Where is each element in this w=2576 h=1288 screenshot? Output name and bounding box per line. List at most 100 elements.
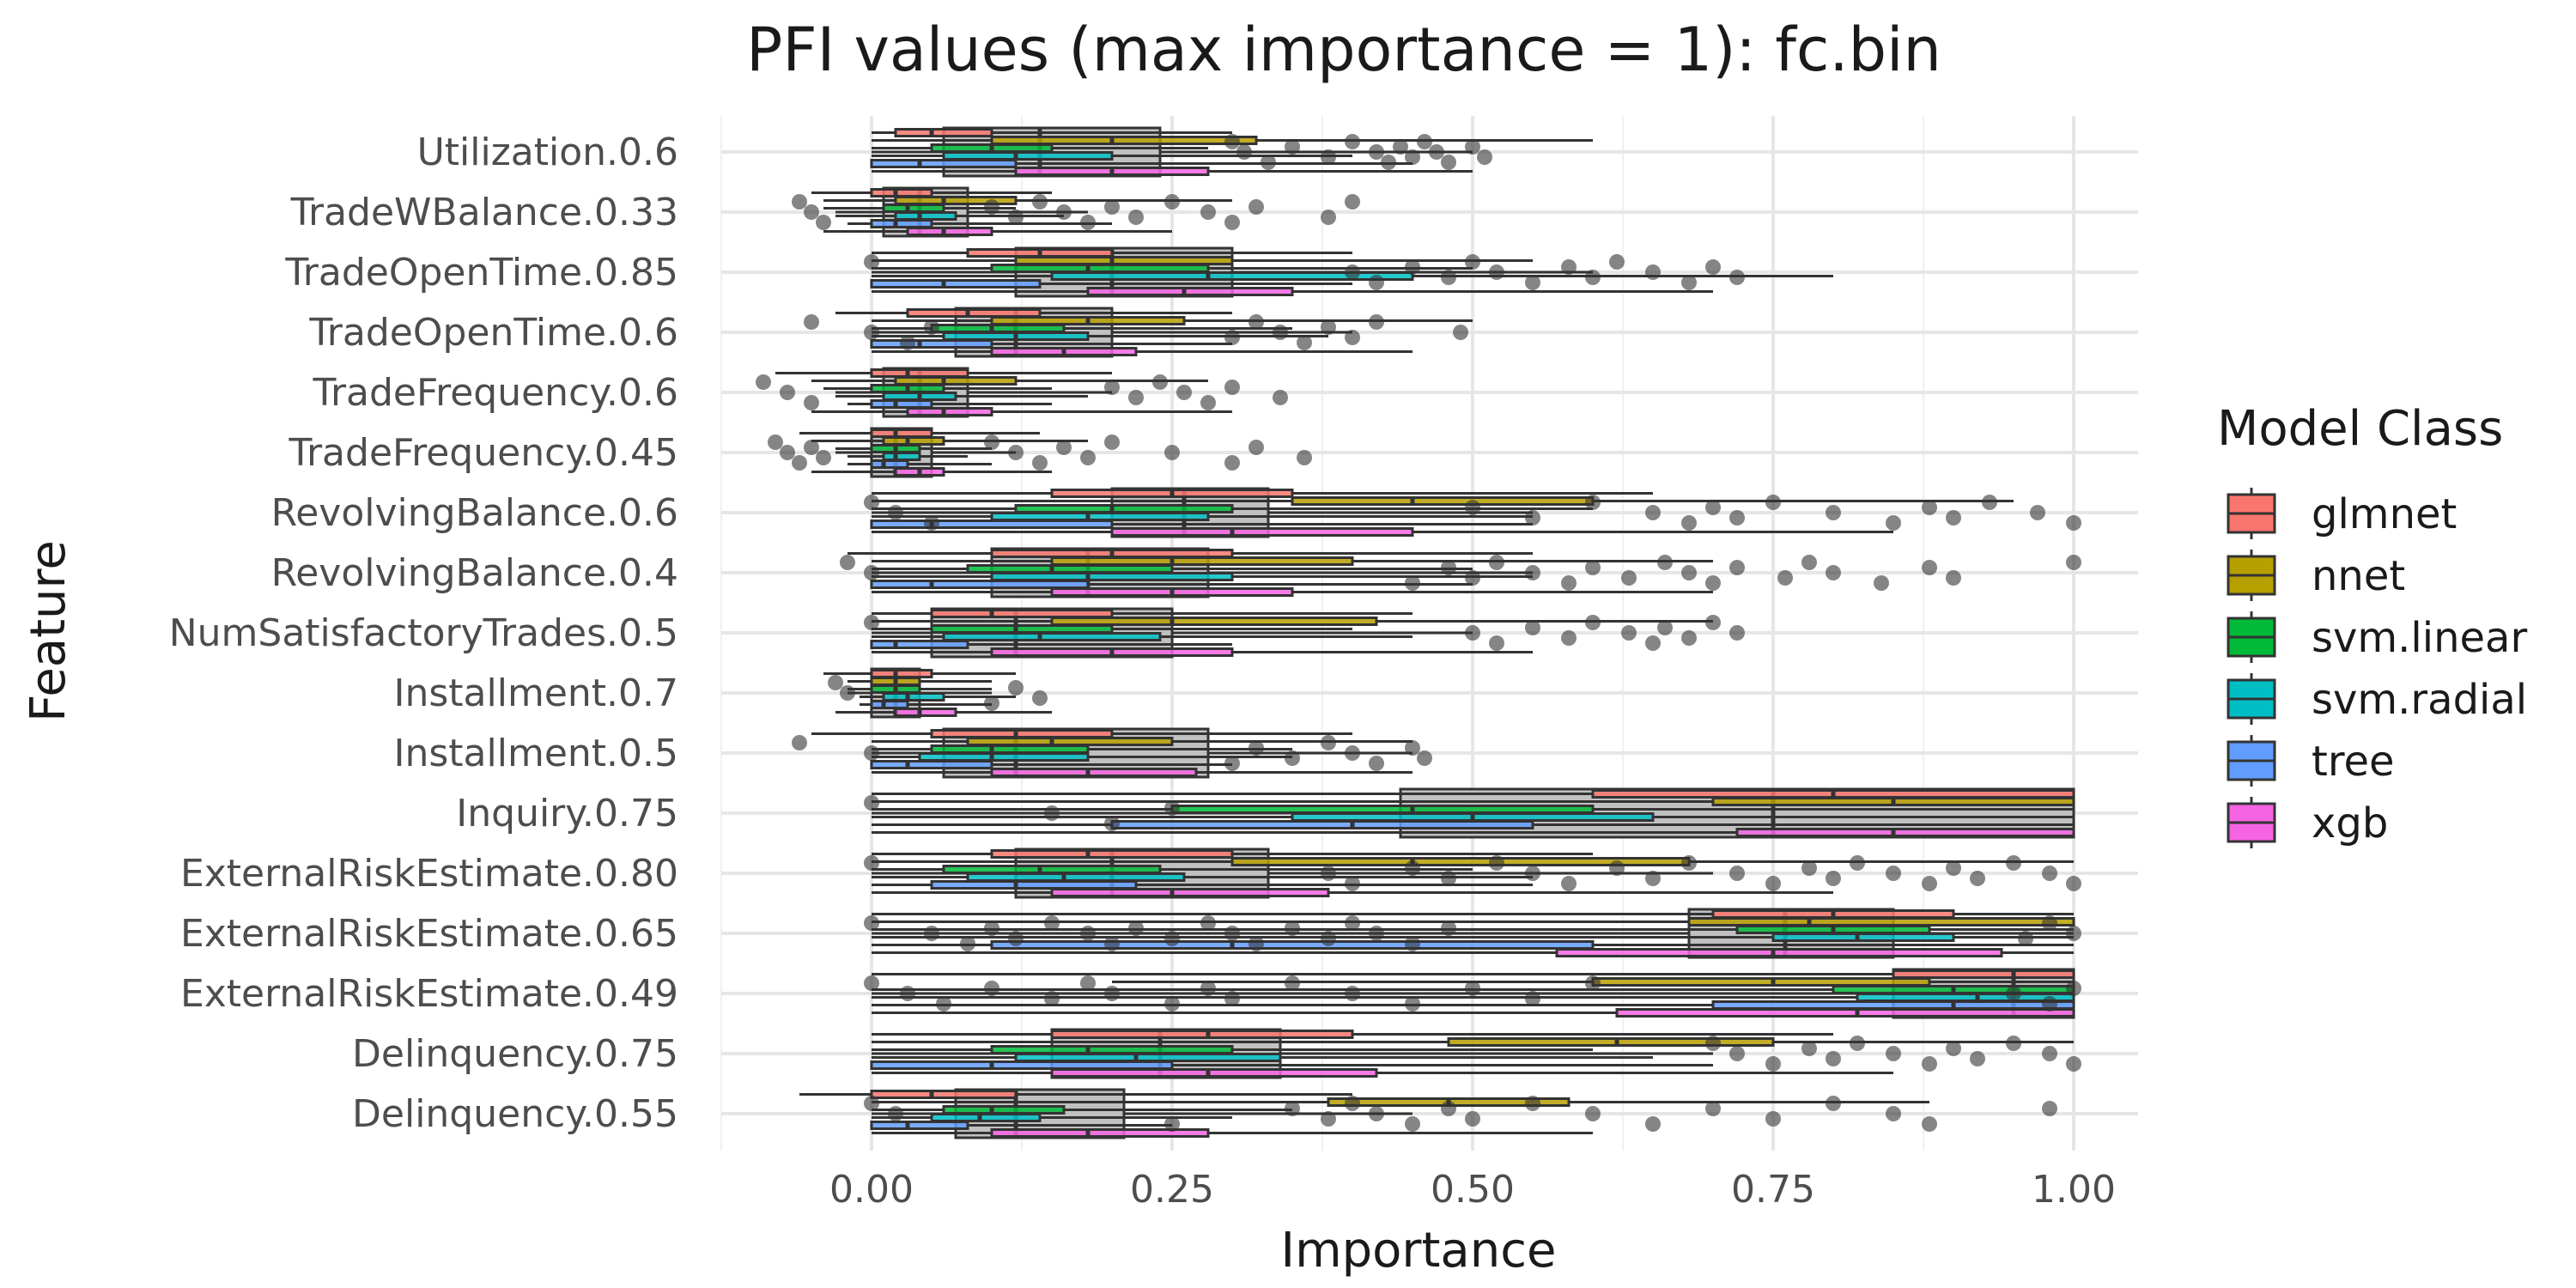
outlier-point bbox=[1826, 505, 1841, 520]
outlier-point bbox=[1369, 926, 1384, 941]
outlier-point bbox=[1128, 390, 1144, 405]
outlier-point bbox=[864, 495, 879, 510]
model-box-svm.radial bbox=[872, 993, 2075, 1002]
box-body bbox=[990, 572, 1234, 581]
outlier-point bbox=[1405, 860, 1420, 876]
outlier-point bbox=[1249, 314, 1264, 330]
outlier-point bbox=[1525, 991, 1540, 1006]
model-box-tree bbox=[870, 1060, 1713, 1070]
outlier-point bbox=[816, 450, 831, 465]
box-body bbox=[1892, 969, 2075, 979]
y-tick-label: ExternalRiskEstimate.0.49 bbox=[180, 972, 678, 1016]
model-box-svm.linear bbox=[872, 865, 1473, 874]
box-body bbox=[942, 865, 1162, 874]
outlier-point bbox=[1729, 270, 1745, 285]
outlier-point bbox=[1200, 981, 1216, 996]
outlier-point bbox=[1946, 1041, 1961, 1056]
box-body bbox=[1110, 527, 1414, 537]
outlier-point bbox=[840, 685, 855, 701]
outlier-point bbox=[900, 335, 915, 350]
outlier-point bbox=[1417, 750, 1432, 766]
legend-label: xgb bbox=[2312, 799, 2388, 848]
outlier-point bbox=[1080, 926, 1096, 941]
box-body bbox=[990, 940, 1595, 950]
outlier-point bbox=[1946, 860, 1961, 876]
model-box-svm.linear bbox=[823, 204, 1016, 213]
outlier-point bbox=[1465, 981, 1480, 996]
y-tick-label: Installment.0.5 bbox=[394, 732, 678, 775]
model-box-glmnet bbox=[872, 609, 1413, 618]
outlier-point bbox=[1465, 1111, 1480, 1127]
model-box-glmnet bbox=[811, 729, 1352, 738]
legend-item-svm.linear: svm.linear bbox=[2227, 611, 2527, 663]
outlier-point bbox=[1405, 1116, 1420, 1132]
outlier-point bbox=[1465, 625, 1480, 641]
outlier-point bbox=[2066, 555, 2081, 570]
outlier-point bbox=[864, 745, 879, 761]
box-body bbox=[870, 640, 969, 649]
outlier-point bbox=[864, 795, 879, 811]
box-body bbox=[966, 737, 1174, 746]
box-body bbox=[1170, 805, 1595, 814]
outlier-point bbox=[1982, 495, 1997, 510]
x-tick-label: 0.50 bbox=[1431, 1168, 1515, 1212]
box-body bbox=[966, 564, 1174, 574]
outlier-point bbox=[2042, 1046, 2057, 1061]
outlier-point bbox=[1621, 570, 1637, 586]
outlier-point bbox=[1345, 264, 1360, 280]
box-body bbox=[1110, 820, 1534, 829]
outlier-point bbox=[816, 215, 831, 230]
model-box-tree bbox=[870, 279, 1352, 289]
outlier-point bbox=[1765, 876, 1781, 891]
legend-label: tree bbox=[2312, 738, 2395, 786]
outlier-point bbox=[1765, 495, 1781, 510]
y-tick-label: Installment.0.7 bbox=[394, 671, 678, 715]
outlier-point bbox=[1453, 325, 1468, 340]
box-body bbox=[882, 452, 921, 461]
outlier-point bbox=[1128, 920, 1144, 936]
box-body bbox=[870, 760, 993, 769]
outlier-point bbox=[1285, 139, 1300, 155]
outlier-point bbox=[1946, 570, 1961, 586]
box-body bbox=[894, 211, 957, 221]
box-body bbox=[990, 264, 1210, 273]
outlier-point bbox=[1285, 1101, 1300, 1116]
outlier-point bbox=[1345, 986, 1360, 1001]
outlier-point bbox=[2066, 981, 2081, 996]
outlier-point bbox=[2066, 926, 2081, 941]
outlier-point bbox=[1525, 620, 1540, 635]
outlier-point bbox=[1874, 575, 1889, 591]
outlier-point bbox=[1224, 926, 1240, 941]
model-box-svm.radial bbox=[872, 271, 1833, 281]
box-body bbox=[1591, 977, 1931, 987]
box-body bbox=[894, 128, 993, 137]
outlier-point bbox=[1224, 134, 1240, 149]
model-box-glmnet bbox=[823, 669, 1016, 678]
outlier-point bbox=[1922, 1056, 1937, 1072]
outlier-point bbox=[828, 675, 843, 690]
box-body bbox=[1447, 1037, 1775, 1047]
outlier-point bbox=[1705, 500, 1721, 515]
outlier-point bbox=[1224, 455, 1240, 471]
outlier-point bbox=[1369, 314, 1384, 330]
model-box-xgb bbox=[872, 888, 1833, 897]
outlier-point bbox=[960, 936, 975, 951]
outlier-point bbox=[2066, 876, 2081, 891]
outlier-point bbox=[864, 325, 879, 340]
outlier-point bbox=[1321, 866, 1336, 881]
outlier-point bbox=[1008, 931, 1024, 946]
outlier-point bbox=[1886, 1106, 1901, 1121]
outlier-point bbox=[1381, 155, 1396, 170]
box-body bbox=[1291, 496, 1595, 506]
outlier-point bbox=[864, 975, 879, 991]
y-tick-label: Delinquency.0.55 bbox=[352, 1092, 678, 1136]
outlier-point bbox=[1032, 194, 1048, 210]
model-box-nnet bbox=[872, 797, 2075, 806]
box-body bbox=[930, 624, 1114, 634]
box-body bbox=[942, 632, 1162, 641]
outlier-point bbox=[1681, 275, 1697, 290]
outlier-point bbox=[1465, 254, 1480, 270]
outlier-point bbox=[1729, 625, 1745, 641]
outlier-point bbox=[1585, 975, 1601, 991]
outlier-point bbox=[1561, 575, 1577, 591]
